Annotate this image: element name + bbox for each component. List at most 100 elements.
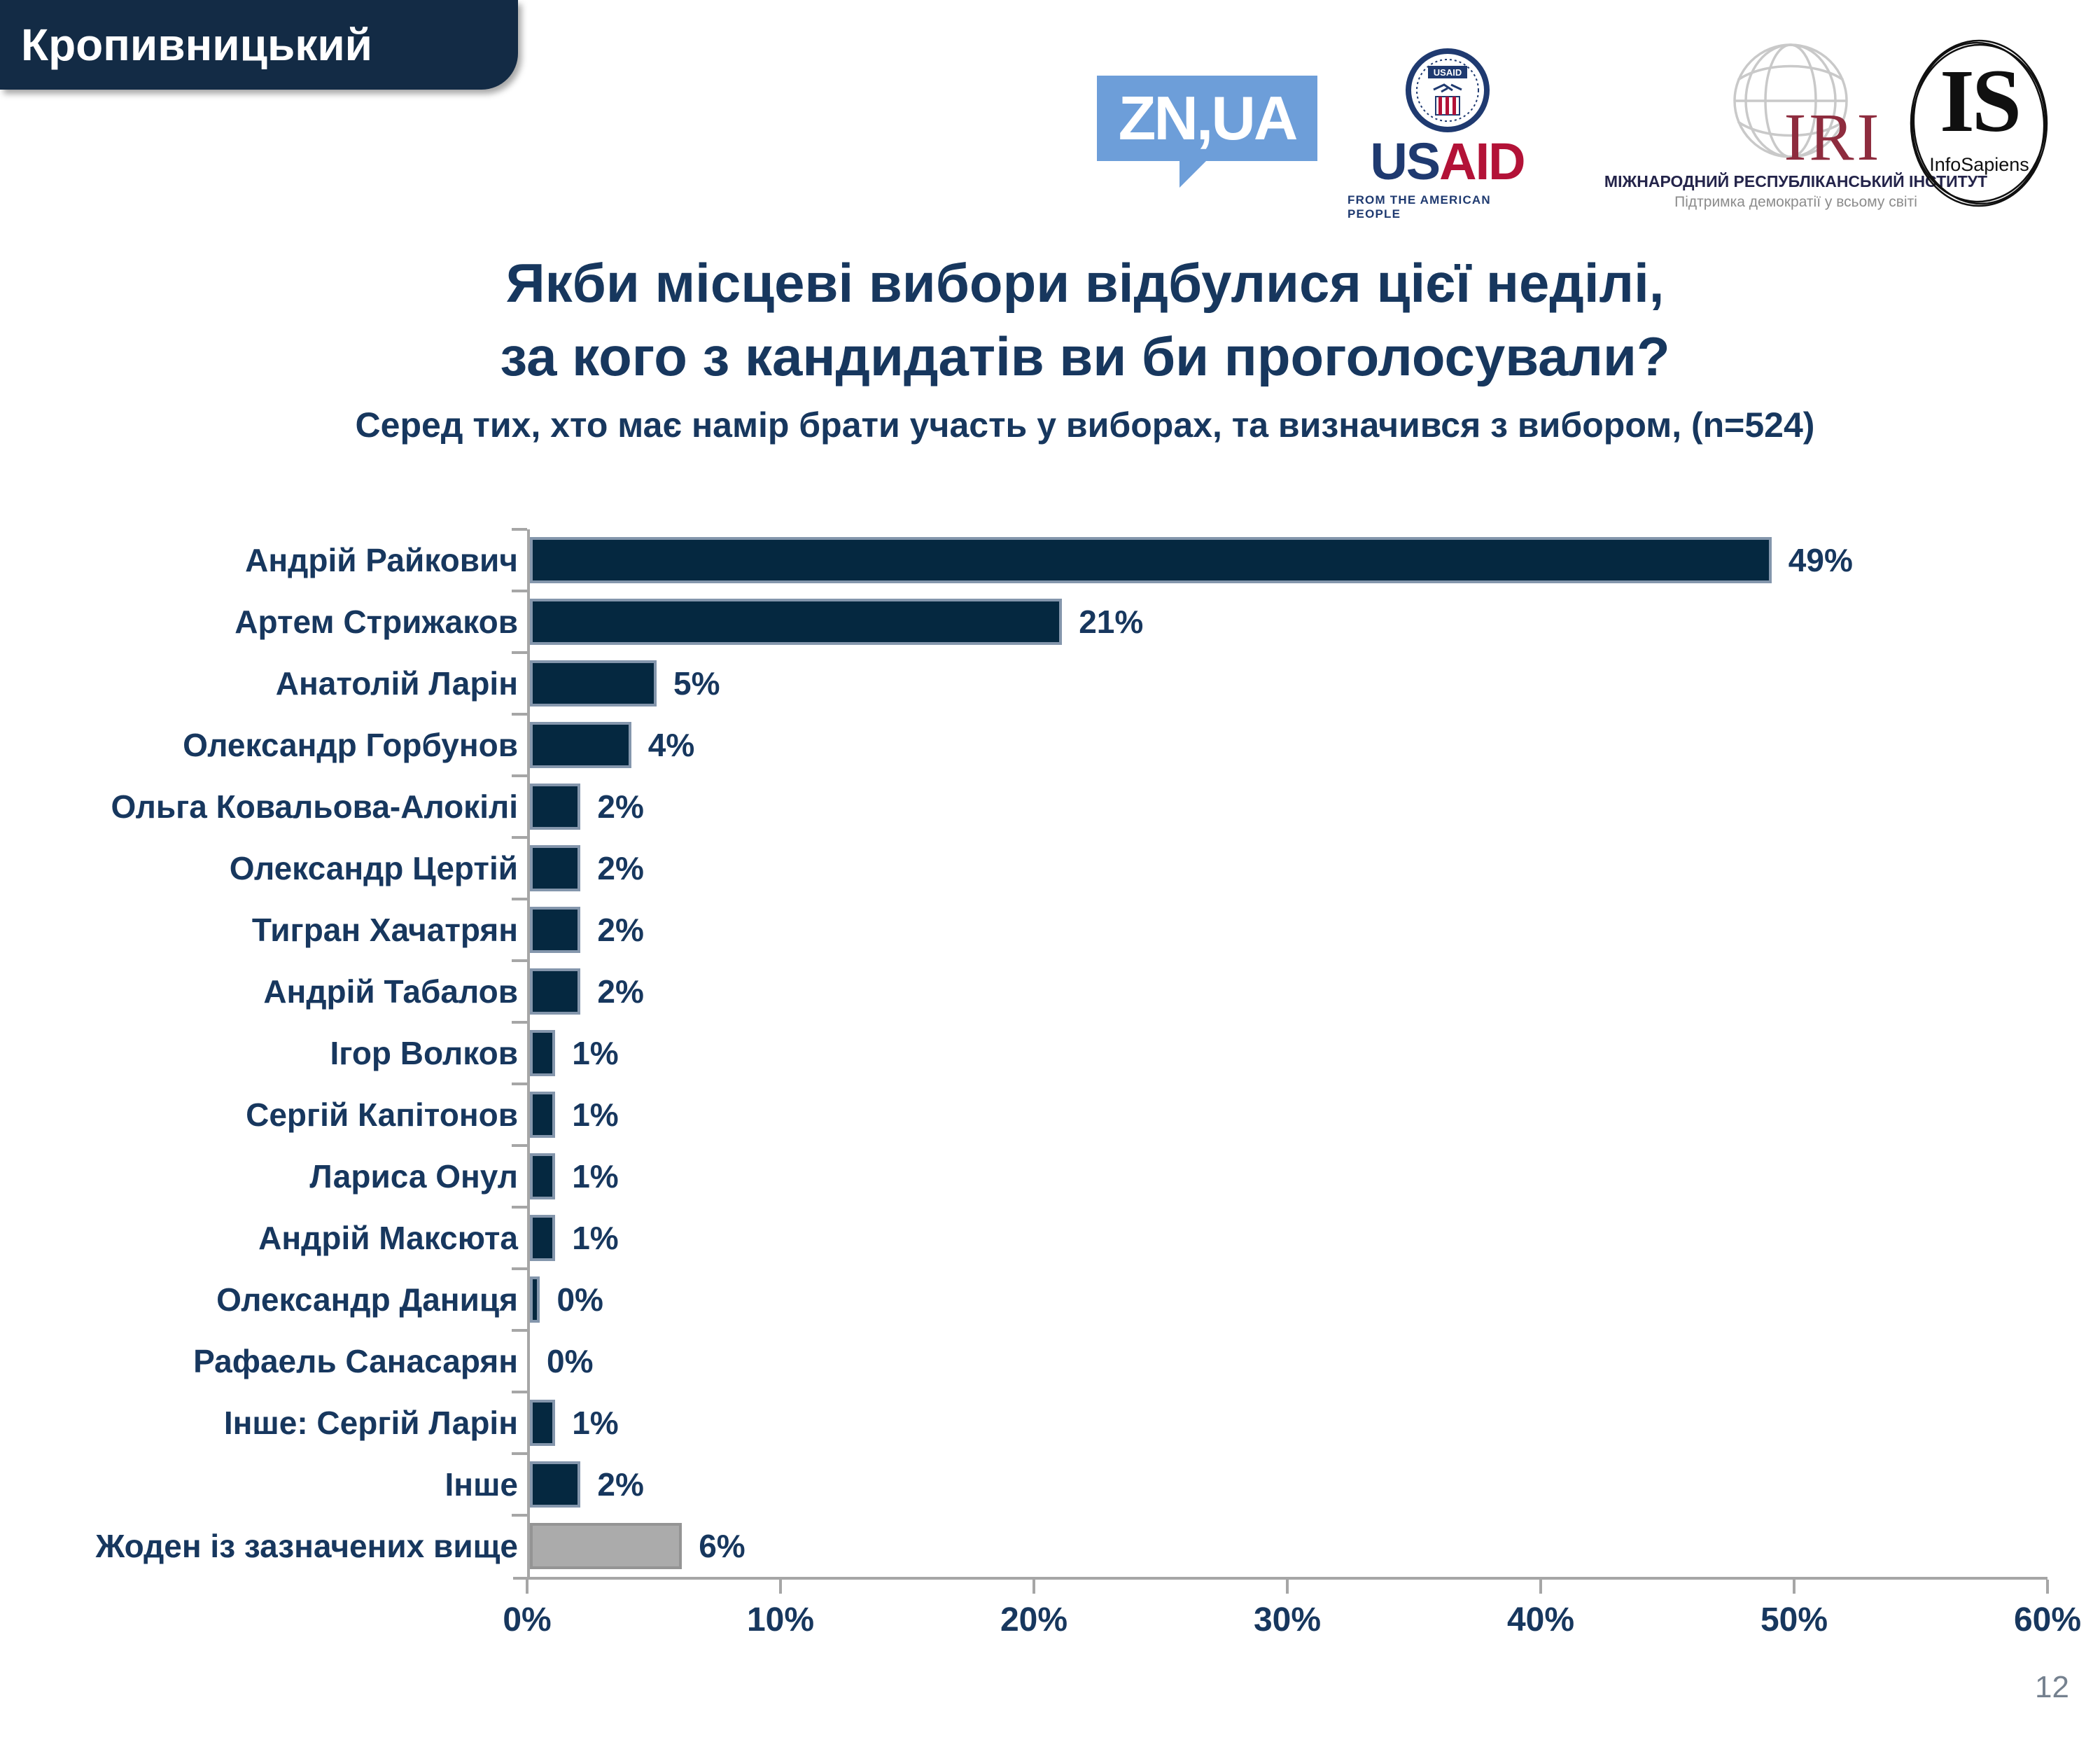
usaid-seal-icon: USAID xyxy=(1405,48,1490,132)
bar xyxy=(530,1276,540,1323)
bar xyxy=(530,660,657,707)
category-label: Жоден із зазначених вище xyxy=(95,1528,518,1564)
chart-row: Сергій Капітонов 1% xyxy=(246,1083,2050,1146)
x-axis-tick-label: 0% xyxy=(503,1601,552,1638)
x-axis-tick xyxy=(526,1580,528,1594)
chart-row: Андрій Табалов 2% xyxy=(263,959,2050,1022)
chart-rows: Андрій Райкович 49% Артем Стрижаков 21% Анат… xyxy=(96,528,2050,1577)
value-label: 1% xyxy=(572,1405,619,1441)
bar xyxy=(530,1523,682,1569)
bar xyxy=(530,845,581,891)
bar xyxy=(530,1092,556,1138)
value-label: 6% xyxy=(699,1528,746,1564)
category-label: Ігор Волков xyxy=(330,1035,519,1071)
category-label: Анатолій Ларін xyxy=(275,665,518,702)
chart-row: Артем Стрижаков 21% xyxy=(234,590,2050,653)
infosapiens-logo: IS InfoSapiens xyxy=(1907,36,2051,211)
chart-row: Лариса Онул 1% xyxy=(309,1144,2050,1207)
value-label: 4% xyxy=(648,727,695,763)
x-axis-tick xyxy=(1539,1580,1542,1594)
bar-chart: Андрій Райкович 49% Артем Стрижаков 21% Анат… xyxy=(0,528,2100,1720)
x-axis-tick-label: 20% xyxy=(1000,1601,1068,1638)
chart-row: Тигран Хачатрян 2% xyxy=(252,898,2050,961)
x-axis-tick xyxy=(1032,1580,1035,1594)
region-badge-label: Кропивницький xyxy=(21,20,372,70)
usaid-wordmark: USAID xyxy=(1370,136,1525,188)
iri-globe-icon xyxy=(1732,43,1848,158)
chart-row: Інше 2% xyxy=(445,1452,2050,1515)
chart-row: Андрій Максюта 1% xyxy=(258,1206,2050,1269)
chart-title-line1: Якби місцеві вибори відбулися цієї неділ… xyxy=(505,252,1665,314)
value-label: 2% xyxy=(597,850,644,886)
iri-logo: IRI МІЖНАРОДНИЙ РЕСПУБЛІКАНСЬКИЙ ІНСТИТУ… xyxy=(1604,36,1987,211)
usaid-logo: USAID USAID FROM THE AMERICAN PEOPLE xyxy=(1348,48,1547,221)
x-axis-tick xyxy=(2046,1580,2049,1594)
bar xyxy=(530,599,1063,645)
category-label: Олександр Цертій xyxy=(229,850,518,886)
chart-row: Ольга Ковальова-Алокілі 2% xyxy=(111,774,2050,837)
usaid-shield-icon xyxy=(1434,96,1460,116)
category-label: Ольга Ковальова-Алокілі xyxy=(111,788,518,825)
chart-subtitle: Серед тих, хто має намір брати участь у … xyxy=(355,405,1815,445)
bar xyxy=(530,968,581,1015)
chart-row: Рафаель Санасарян 0% xyxy=(193,1329,2050,1392)
category-label: Артем Стрижаков xyxy=(234,604,518,640)
bar xyxy=(530,1400,556,1446)
chart-row: Жоден із зазначених вище 6% xyxy=(96,1514,2050,1577)
value-label: 2% xyxy=(597,912,644,948)
category-label: Олександр Горбунов xyxy=(183,727,518,763)
x-axis: 0% 10% 20% 30% 40% 50% 60% xyxy=(503,1577,2081,1638)
bar xyxy=(530,907,581,953)
iri-caption-line2: Підтримка демократії у всьому світі xyxy=(1674,194,1917,210)
value-label: 2% xyxy=(597,973,644,1010)
chart-row: Олександр Цертій 2% xyxy=(230,836,2050,899)
value-label: 2% xyxy=(597,1466,644,1503)
bar xyxy=(530,784,581,830)
bar xyxy=(530,1461,581,1508)
category-label: Олександр Даниця xyxy=(216,1281,518,1318)
category-label: Сергій Капітонов xyxy=(246,1097,518,1133)
chart-row: Олександр Горбунов 4% xyxy=(183,713,2050,776)
znua-logo-text: ZN,UA xyxy=(1118,83,1298,153)
category-label: Рафаель Санасарян xyxy=(193,1343,518,1379)
category-label: Андрій Максюта xyxy=(258,1220,518,1256)
title-block: Якби місцеві вибори відбулися цієї неділ… xyxy=(70,246,2100,445)
iri-abbr-text: IRI xyxy=(1784,99,1882,174)
chart-row: Олександр Даниця 0% xyxy=(216,1267,2050,1330)
region-badge: Кропивницький xyxy=(0,0,518,90)
znua-speech-tail-icon xyxy=(1180,160,1208,188)
x-axis-tick-label: 60% xyxy=(2013,1601,2082,1638)
category-label: Тигран Хачатрян xyxy=(251,912,518,948)
value-label: 21% xyxy=(1079,604,1144,640)
usaid-seal-text: USAID xyxy=(1433,67,1461,78)
usaid-handshake-icon xyxy=(1432,83,1462,93)
x-axis-tick-label: 50% xyxy=(1760,1601,1828,1638)
category-label: Інше: Сергій Ларін xyxy=(223,1405,518,1441)
chart-row: Андрій Райкович 49% xyxy=(245,528,2050,591)
page-number: 12 xyxy=(2035,1670,2069,1704)
value-label: 0% xyxy=(556,1281,603,1318)
usaid-wordmark-us: US xyxy=(1370,132,1441,190)
usaid-tagline: FROM THE AMERICAN PEOPLE xyxy=(1348,193,1491,221)
bar xyxy=(530,722,631,768)
usaid-wordmark-aid: AID xyxy=(1439,132,1525,190)
iri-caption-line1: МІЖНАРОДНИЙ РЕСПУБЛІКАНСЬКИЙ ІНСТИТУТ xyxy=(1604,172,1988,190)
value-label: 1% xyxy=(572,1220,619,1256)
value-label: 1% xyxy=(572,1097,619,1133)
category-label: Лариса Онул xyxy=(309,1158,518,1195)
x-axis-tick-label: 40% xyxy=(1506,1601,1575,1638)
x-axis-tick xyxy=(1286,1580,1289,1594)
infosapiens-abbr-text: IS xyxy=(1940,51,2022,151)
chart-row: Анатолій Ларін 5% xyxy=(276,651,2050,714)
infosapiens-name-text: InfoSapiens xyxy=(1929,154,2029,175)
chart-row: Інше: Сергій Ларін 1% xyxy=(224,1391,2050,1454)
znua-logo: ZN,UA xyxy=(1097,76,1317,188)
value-label: 0% xyxy=(547,1343,594,1379)
value-label: 49% xyxy=(1788,542,1853,578)
infosapiens-ellipse-icon xyxy=(1910,39,2048,207)
x-axis-tick xyxy=(779,1580,782,1594)
chart-row: Ігор Волков 1% xyxy=(330,1021,2050,1084)
bar xyxy=(530,1030,556,1076)
chart-title-line2: за кого з кандидатів ви би проголосували… xyxy=(500,326,1670,387)
